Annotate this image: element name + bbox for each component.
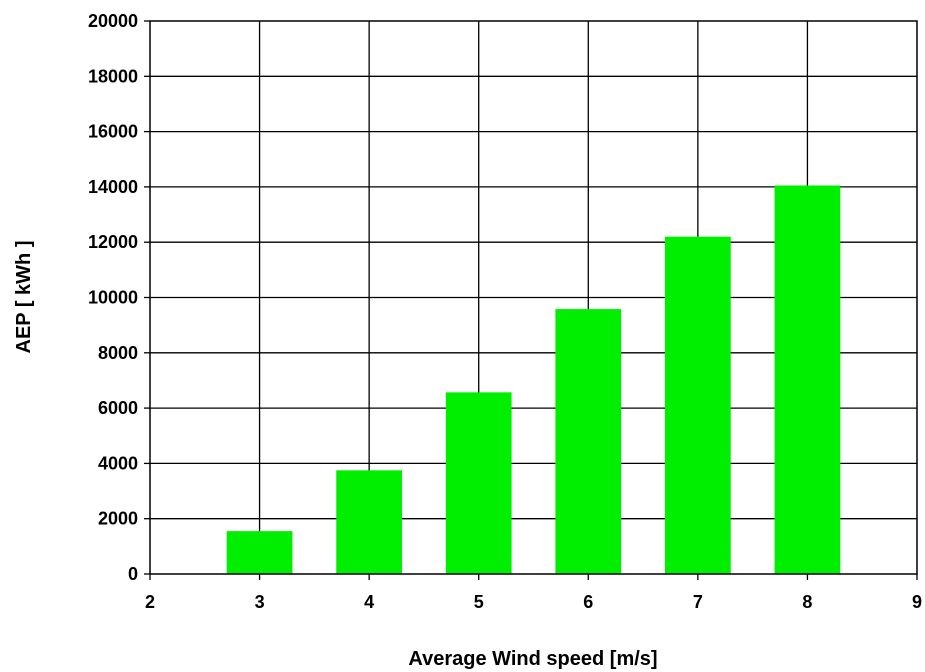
y-tick-label: 6000 <box>98 398 138 418</box>
x-axis-ticks: 2 3 4 5 6 7 8 9 <box>145 574 922 612</box>
x-tick-label: 5 <box>474 592 484 612</box>
y-tick-label: 4000 <box>98 453 138 473</box>
bar-7 <box>664 236 731 575</box>
y-tick-label: 16000 <box>88 122 138 142</box>
y-tick-label: 0 <box>128 564 138 584</box>
bar-6 <box>555 309 622 574</box>
x-tick-label: 7 <box>693 592 703 612</box>
y-tick-label: 18000 <box>88 66 138 86</box>
y-tick-label: 12000 <box>88 232 138 252</box>
y-tick-label: 20000 <box>88 11 138 31</box>
y-axis-ticks: 0 2000 4000 6000 8000 10000 12000 14000 16000 180… <box>88 11 150 584</box>
bar-5 <box>445 392 512 574</box>
x-axis-title: Average Wind speed [m/s] <box>408 648 657 670</box>
x-tick-label: 2 <box>145 592 155 612</box>
x-tick-label: 4 <box>364 592 374 612</box>
bar-4 <box>336 470 403 574</box>
y-axis-title: AEP [ kWh ] <box>13 241 35 354</box>
y-tick-label: 14000 <box>88 177 138 197</box>
x-tick-label: 9 <box>912 592 922 612</box>
bars <box>226 185 841 575</box>
x-tick-label: 8 <box>802 592 812 612</box>
bar-8 <box>774 185 841 574</box>
bar-3 <box>226 531 293 574</box>
y-tick-label: 8000 <box>98 343 138 363</box>
x-tick-label: 3 <box>255 592 265 612</box>
y-tick-label: 2000 <box>98 509 138 529</box>
y-tick-label: 10000 <box>88 288 138 308</box>
x-tick-label: 6 <box>583 592 593 612</box>
